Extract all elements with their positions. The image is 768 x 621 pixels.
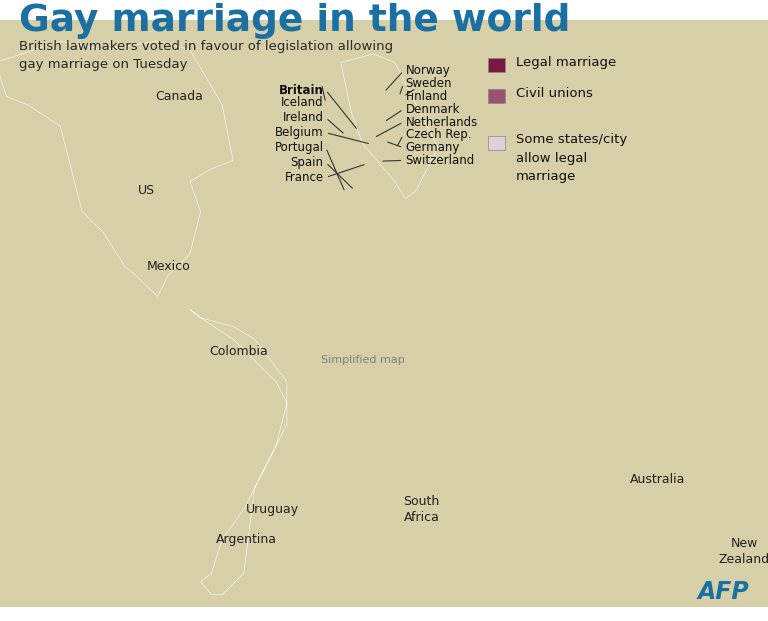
- Text: Canada: Canada: [155, 90, 204, 103]
- Text: Belgium: Belgium: [275, 126, 323, 139]
- Text: Spain: Spain: [290, 156, 323, 169]
- Text: Iceland: Iceland: [281, 96, 323, 109]
- Text: Mexico: Mexico: [147, 260, 190, 273]
- Text: Sweden: Sweden: [406, 77, 452, 90]
- Text: France: France: [284, 171, 323, 184]
- Text: Uruguay: Uruguay: [246, 503, 299, 516]
- Text: Simplified map: Simplified map: [320, 355, 404, 365]
- Text: British lawmakers voted in favour of legislation allowing
gay marriage on Tuesda: British lawmakers voted in favour of leg…: [19, 40, 393, 71]
- Polygon shape: [190, 309, 287, 594]
- Text: Civil unions: Civil unions: [516, 87, 593, 99]
- Text: Norway: Norway: [406, 65, 450, 78]
- Text: New
Zealand: New Zealand: [718, 538, 768, 566]
- Text: Portugal: Portugal: [274, 141, 323, 154]
- Text: US: US: [138, 184, 155, 197]
- Text: Colombia: Colombia: [209, 345, 268, 358]
- Text: Legal marriage: Legal marriage: [516, 56, 617, 68]
- Text: Netherlands: Netherlands: [406, 116, 478, 129]
- Polygon shape: [341, 54, 438, 199]
- Text: marriage: marriage: [516, 171, 577, 183]
- Text: AFP: AFP: [697, 579, 749, 604]
- Text: Germany: Germany: [406, 141, 460, 154]
- Text: Gay marriage in the world: Gay marriage in the world: [19, 3, 571, 39]
- Text: Argentina: Argentina: [216, 533, 276, 546]
- Text: Australia: Australia: [630, 473, 685, 486]
- Text: allow legal: allow legal: [516, 152, 588, 165]
- Text: South
Africa: South Africa: [403, 495, 439, 524]
- Text: Some states/city: Some states/city: [516, 134, 627, 146]
- Text: Denmark: Denmark: [406, 102, 460, 116]
- Polygon shape: [0, 41, 233, 297]
- Text: Finland: Finland: [406, 90, 448, 103]
- Text: Switzerland: Switzerland: [406, 154, 475, 167]
- Text: Ireland: Ireland: [283, 111, 323, 124]
- Text: Britain: Britain: [279, 84, 323, 97]
- Text: Czech Rep.: Czech Rep.: [406, 129, 471, 142]
